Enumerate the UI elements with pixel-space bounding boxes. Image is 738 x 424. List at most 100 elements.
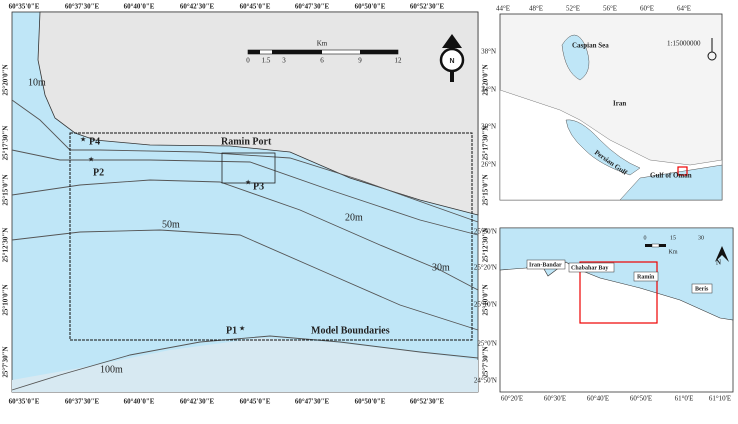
point-label: P1 (226, 325, 237, 336)
lat-label: 38°N (481, 48, 496, 56)
place-label: Beris (695, 286, 709, 292)
lon-label: 60°45'0"E (240, 398, 271, 406)
lat-label: 25°12'30"N (2, 228, 10, 263)
north-label: N (716, 259, 721, 267)
scale-label: 1:15000000 (667, 40, 701, 48)
lon-label: 52°E (566, 5, 580, 13)
scale-tick: 12 (395, 57, 403, 65)
lon-label: 60°40'0"E (124, 398, 155, 406)
scale-tick: 0 (644, 235, 647, 241)
place-label: Chabahar Bay (571, 265, 608, 271)
place-label: Ramin (637, 274, 655, 280)
lon-label: 60°20'E (501, 395, 523, 403)
lat-label: 30°N (481, 123, 496, 131)
lat-label: 25°10'0"N (2, 284, 10, 315)
main-map: 10m 20m 30m 50m 100m ★ P4 ★ P2 ★ P3 ★ P1… (11, 11, 479, 393)
lat-label: 26°N (481, 161, 496, 169)
place-label: Caspian Sea (572, 42, 609, 50)
lon-label: 60°47'30"E (295, 3, 330, 11)
deep-area (12, 338, 478, 392)
point-star: ★ (239, 325, 245, 333)
scale-unit: Km (317, 40, 328, 48)
lat-label: 25°20'0"N (2, 64, 10, 95)
lon-label: 44°E (496, 5, 510, 13)
lat-label: 24°50'N (474, 377, 497, 385)
contour-label: 50m (162, 219, 180, 230)
lat-label: 25°7'30"N (2, 346, 10, 377)
lat-label: 34°N (481, 86, 496, 94)
lon-label: 60°47'30"E (295, 398, 330, 406)
lon-label: 60°45'0"E (240, 3, 271, 11)
iran-grid-labels: 44°E 48°E 52°E 56°E 60°E 64°E 38°N 34°N 30°N 26°N (481, 5, 691, 169)
scale-tick: 9 (358, 57, 362, 65)
lon-label: 64°E (677, 5, 691, 13)
lon-label: 60°52'30"E (410, 398, 445, 406)
lat-label: 25°20'0"N (482, 64, 490, 95)
lon-label: 56°E (603, 5, 617, 13)
north-arrow: N (439, 34, 465, 82)
lat-label: 25°17'30"N (2, 126, 10, 161)
scale-tick: 3 (282, 57, 286, 65)
contour (11, 229, 479, 331)
lon-label: 61°0'E (675, 395, 694, 403)
main-grid-labels: 60°35'0"E60°35'0"E60°37'30"E60°37'30"E60… (2, 3, 490, 406)
lat-label: 25°15'0"N (2, 174, 10, 205)
port-box (221, 152, 276, 184)
lon-label: 60°30'E (544, 395, 566, 403)
lon-label: 60°E (640, 5, 654, 13)
scale-tick: 30 (698, 235, 704, 241)
lon-label: 60°40'E (587, 395, 609, 403)
contour-label: 10m (28, 77, 46, 88)
lon-label: 60°37'30"E (65, 3, 100, 11)
point-label: P4 (89, 136, 100, 147)
coast-grid-labels: 25°30'N 25°20'N 25°10'N 25°0'N 24°50'N 60°20'… (474, 228, 731, 403)
lon-label: 61°10'E (709, 395, 731, 403)
lon-label: 60°50'0"E (355, 3, 386, 11)
contour-label: 30m (432, 262, 450, 273)
place-label: Gulf of Oman (650, 172, 692, 180)
scale-tick: 6 (320, 57, 324, 65)
contour (11, 149, 479, 236)
port-label: Ramin Port (221, 136, 272, 147)
lat-label: 25°12'30"N (482, 228, 490, 263)
lat-label: 25°15'0"N (482, 174, 490, 205)
lon-label: 60°35'0"E (9, 3, 40, 11)
lon-label: 48°E (529, 5, 543, 13)
contour-label: 100m (100, 364, 123, 375)
point-star: ★ (245, 179, 251, 187)
model-boundary (69, 132, 473, 341)
place-label: Iran (613, 100, 626, 108)
contour (11, 99, 479, 223)
scale-tick: 1.5 (262, 57, 271, 65)
lon-label: 60°40'0"E (124, 3, 155, 11)
lon-label: 60°50'0"E (355, 398, 386, 406)
lon-label: 60°35'0"E (9, 398, 40, 406)
callout: Iran-Bandar Chabahar Bay Ramin Beris (526, 259, 713, 294)
point-star: ★ (80, 136, 86, 144)
contour (11, 335, 479, 391)
north-label: N (449, 58, 454, 65)
iran-inset: Caspian Sea Iran Persian Gulf Gulf of Om… (499, 13, 723, 201)
lon-label: 60°52'30"E (410, 3, 445, 11)
place-label: Iran-Bandar (529, 262, 562, 268)
lat-label: 25°0'N (477, 340, 497, 348)
coast-inset: 0 15 30 Km N Iran-Bandar Chabahar Bay Ra… (499, 227, 734, 393)
lat-label: 25°20'N (474, 264, 497, 272)
lon-label: 60°42'30"E (180, 398, 215, 406)
lat-label: 25°17'30"N (482, 126, 490, 161)
lat-label: 25°10'N (474, 301, 497, 309)
lon-label: 60°42'30"E (180, 3, 215, 11)
scale-unit: Km (669, 249, 678, 255)
scale-tick: 15 (670, 235, 676, 241)
lon-label: 60°37'30"E (65, 398, 100, 406)
scale-tick: 0 (246, 57, 250, 65)
contour-label: 20m (345, 212, 363, 223)
point-label: P2 (93, 167, 104, 178)
lon-label: 60°50'E (630, 395, 652, 403)
contour (11, 179, 479, 291)
lat-label: 25°10'0"N (482, 284, 490, 315)
lat-label: 25°7'30"N (482, 346, 490, 377)
scale-bar: Km 0 1.5 3 6 9 12 (246, 40, 402, 65)
boundary-label: Model Boundaries (311, 325, 390, 336)
